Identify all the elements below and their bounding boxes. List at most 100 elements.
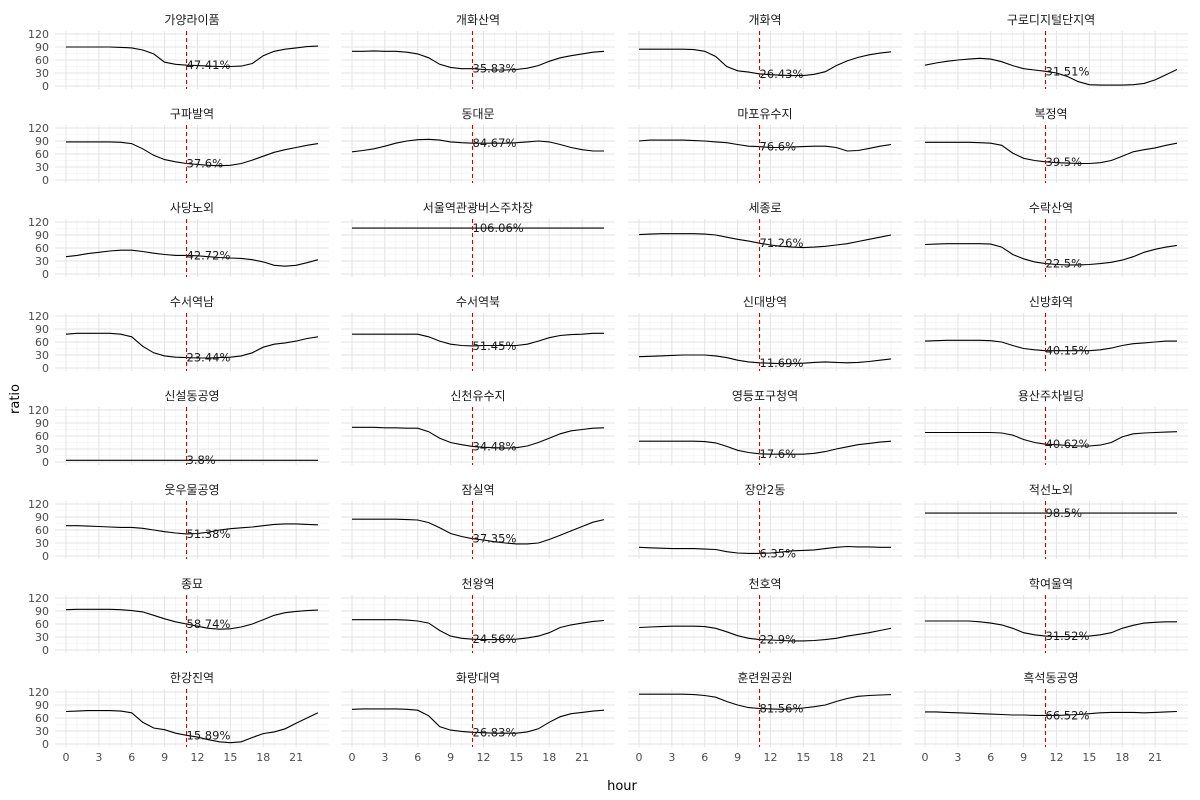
facet-panel: 장안2동 6.35% bbox=[628, 483, 902, 560]
facet-panel: 복정역 39.5% bbox=[914, 107, 1188, 183]
x-tick-label: 6 bbox=[414, 751, 421, 764]
x-tick-label: 9 bbox=[1020, 751, 1027, 764]
ratio-label: 23.44% bbox=[187, 351, 231, 365]
x-tick-label: 0 bbox=[922, 751, 929, 764]
facet-panel: 마포유수지 76.6% bbox=[628, 107, 902, 183]
facet-panel: 개화산역 35.83% bbox=[341, 13, 615, 89]
x-tick-label: 0 bbox=[63, 751, 70, 764]
x-tick-label: 21 bbox=[1148, 751, 1162, 764]
y-tick-label: 120 bbox=[28, 216, 49, 229]
y-tick-label: 60 bbox=[35, 618, 49, 631]
ratio-label: 58.74% bbox=[187, 617, 231, 631]
series-line bbox=[638, 625, 892, 642]
ratio-label: 6.35% bbox=[760, 546, 797, 560]
series-line bbox=[352, 619, 605, 641]
y-axis-title: ratio bbox=[8, 384, 23, 414]
y-tick-label: 90 bbox=[35, 41, 49, 54]
facet-panel: 천호역 22.9% bbox=[628, 576, 902, 653]
y-tick-label: 90 bbox=[35, 699, 49, 712]
ratio-label: 40.62% bbox=[1046, 437, 1090, 451]
y-tick-label: 120 bbox=[28, 592, 49, 605]
facet-panel: 신대방역 11.69% bbox=[628, 295, 902, 371]
facet-title: 웃우물공영 bbox=[164, 483, 219, 497]
y-tick-label: 30 bbox=[35, 537, 49, 550]
ratio-label: 26.83% bbox=[473, 725, 517, 739]
x-tick-label: 0 bbox=[349, 751, 356, 764]
x-tick-label: 12 bbox=[190, 751, 204, 764]
y-tick-label: 30 bbox=[35, 349, 49, 362]
y-tick-label: 30 bbox=[35, 725, 49, 738]
x-tick-label: 3 bbox=[95, 751, 102, 764]
x-tick-label: 15 bbox=[509, 751, 523, 764]
facet-panel: 화랑대역 0 3 6 9 12 15 18 21 26.83% bbox=[341, 671, 615, 764]
series-line bbox=[65, 332, 319, 359]
series-line bbox=[638, 233, 892, 249]
ratio-label: 47.41% bbox=[187, 58, 231, 72]
series-line bbox=[925, 620, 1177, 638]
x-tick-label: 12 bbox=[763, 751, 777, 764]
facet-title: 신방화역 bbox=[1029, 295, 1073, 309]
y-tick-label: 0 bbox=[42, 268, 49, 281]
ratio-label: 35.83% bbox=[473, 62, 517, 76]
series-line bbox=[925, 141, 1178, 165]
y-tick-label: 0 bbox=[42, 174, 49, 187]
ratio-label: 15.89% bbox=[187, 728, 231, 742]
facet-panel: 개화역 26.43% bbox=[628, 13, 902, 89]
ratio-label: 51.45% bbox=[473, 339, 517, 353]
facet-panel: 서울역관광버스주차장 106.06% bbox=[341, 201, 615, 277]
y-tick-label: 0 bbox=[42, 456, 49, 469]
y-tick-label: 0 bbox=[42, 550, 49, 563]
ratio-label: 37.35% bbox=[473, 532, 517, 546]
facet-title: 장안2동 bbox=[745, 483, 786, 497]
ratio-label: 39.5% bbox=[1046, 155, 1083, 169]
x-tick-label: 3 bbox=[954, 751, 961, 764]
x-tick-label: 3 bbox=[381, 751, 388, 764]
facet-panel: 잠실역 37.35% bbox=[341, 483, 615, 559]
y-tick-label: 60 bbox=[35, 430, 49, 443]
facet-panel: 흑석동공영 0 3 6 9 12 15 18 21 66.52% bbox=[914, 671, 1188, 764]
x-tick-label: 15 bbox=[1082, 751, 1096, 764]
facet-panels: 가양라이품030609012047.41%개화산역35.83%개화역26.43%… bbox=[28, 13, 1188, 764]
facet-panel: 수락산역 22.5% bbox=[914, 201, 1188, 277]
facet-title: 복정역 bbox=[1034, 107, 1067, 121]
facet-title: 학여울역 bbox=[1029, 577, 1073, 591]
x-tick-label: 18 bbox=[542, 751, 556, 764]
y-tick-label: 90 bbox=[35, 229, 49, 242]
ratio-label: 17.6% bbox=[760, 447, 797, 461]
y-tick-label: 120 bbox=[28, 122, 49, 135]
x-tick-label: 18 bbox=[829, 751, 843, 764]
series-line bbox=[66, 523, 319, 535]
ratio-label: 81.56% bbox=[760, 701, 804, 715]
ratio-label: 106.06% bbox=[473, 221, 524, 235]
facet-title: 동대문 bbox=[461, 107, 494, 121]
series-line bbox=[924, 57, 1178, 86]
x-tick-label: 15 bbox=[223, 751, 237, 764]
facet-panel: 훈련원공원 0 3 6 9 12 15 18 21 81.56% bbox=[628, 671, 902, 764]
y-tick-label: 90 bbox=[35, 605, 49, 618]
x-axis-title: hour bbox=[607, 779, 637, 794]
y-tick-label: 0 bbox=[42, 644, 49, 657]
y-tick-label: 60 bbox=[35, 148, 49, 161]
y-tick-label: 0 bbox=[42, 738, 49, 751]
series-line bbox=[352, 332, 604, 347]
facet-panel: 학여울역 31.52% bbox=[914, 577, 1188, 653]
y-tick-label: 0 bbox=[42, 362, 49, 375]
x-tick-label: 18 bbox=[1115, 751, 1129, 764]
facet-panel: 적선노외 98.5% bbox=[914, 483, 1188, 559]
series-line bbox=[352, 518, 605, 545]
facet-panel: 신천유수지 34.48% bbox=[341, 388, 615, 465]
y-tick-label: 60 bbox=[35, 524, 49, 537]
facet-panel: 구로디지털단지역 31.51% bbox=[914, 13, 1188, 89]
facet-title: 개화산역 bbox=[456, 13, 500, 27]
ratio-label: 42.72% bbox=[187, 248, 231, 262]
series-line bbox=[66, 45, 319, 68]
facet-title: 수서역북 bbox=[456, 295, 500, 309]
ratio-label: 40.15% bbox=[1046, 344, 1090, 358]
facet-panel: 용산주차빌딩 40.62% bbox=[914, 389, 1188, 465]
facet-title: 신대방역 bbox=[743, 295, 787, 309]
y-tick-label: 60 bbox=[35, 712, 49, 725]
